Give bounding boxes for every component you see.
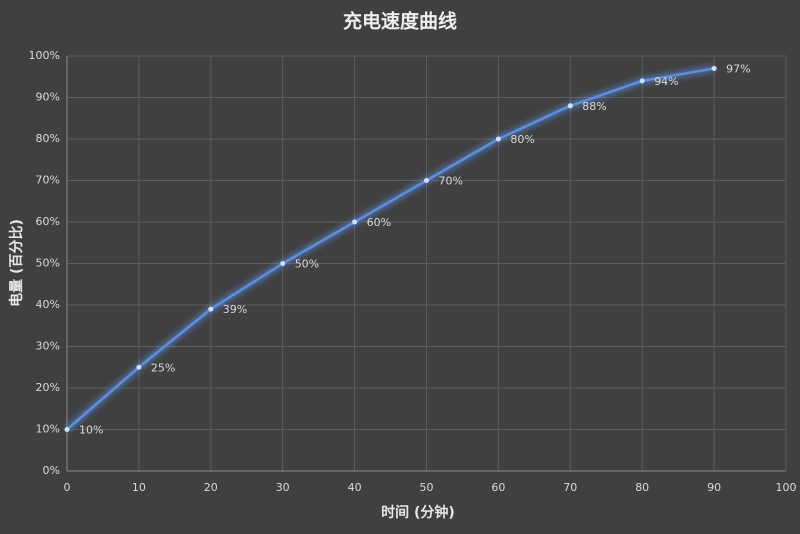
y-tick-label: 0% bbox=[43, 464, 60, 477]
y-tick-label: 20% bbox=[36, 381, 60, 394]
point bbox=[424, 178, 429, 183]
x-tick-label: 0 bbox=[64, 481, 71, 494]
point bbox=[136, 364, 142, 370]
point bbox=[711, 65, 717, 71]
point bbox=[567, 103, 573, 109]
point bbox=[495, 136, 501, 142]
data-label: 88% bbox=[582, 100, 606, 113]
x-tick-label: 40 bbox=[348, 481, 362, 494]
data-label: 97% bbox=[726, 62, 750, 75]
x-tick-label: 90 bbox=[707, 481, 721, 494]
y-tick-label: 60% bbox=[36, 215, 60, 228]
x-axis-title: 时间 (分钟) bbox=[381, 504, 455, 521]
x-tick-label: 10 bbox=[132, 481, 146, 494]
y-tick-label: 90% bbox=[36, 91, 60, 104]
line bbox=[66, 67, 715, 431]
y-tick-label: 40% bbox=[36, 298, 60, 311]
x-tick-label: 70 bbox=[563, 481, 577, 494]
x-tick-label: 80 bbox=[635, 481, 649, 494]
point bbox=[208, 306, 214, 312]
point bbox=[64, 427, 70, 432]
point bbox=[280, 261, 286, 266]
data-label: 39% bbox=[223, 303, 247, 316]
data-label: 50% bbox=[295, 258, 319, 271]
y-axis-title: 电量 (百分比) bbox=[8, 219, 25, 307]
data-label: 70% bbox=[439, 175, 463, 188]
x-tick-label: 50 bbox=[420, 481, 434, 494]
y-tick-label: 30% bbox=[36, 340, 60, 353]
x-tick-label: 100 bbox=[776, 481, 797, 494]
point bbox=[639, 78, 645, 84]
data-label: 25% bbox=[151, 361, 175, 374]
chart-title: 充电速度曲线 bbox=[343, 10, 457, 33]
y-tick-label: 70% bbox=[36, 174, 60, 187]
y-tick-label: 50% bbox=[36, 257, 60, 270]
point bbox=[352, 219, 358, 225]
y-tick-label: 10% bbox=[36, 423, 60, 436]
x-tick-label: 60 bbox=[491, 481, 505, 494]
x-tick-label: 20 bbox=[204, 481, 218, 494]
data-label: 80% bbox=[510, 133, 534, 146]
y-tick-label: 100% bbox=[29, 49, 60, 62]
x-tick-label: 30 bbox=[276, 481, 290, 494]
data-label: 94% bbox=[654, 75, 678, 88]
data-label: 10% bbox=[79, 424, 103, 437]
data-label: 60% bbox=[367, 216, 391, 229]
y-tick-label: 80% bbox=[36, 132, 60, 145]
